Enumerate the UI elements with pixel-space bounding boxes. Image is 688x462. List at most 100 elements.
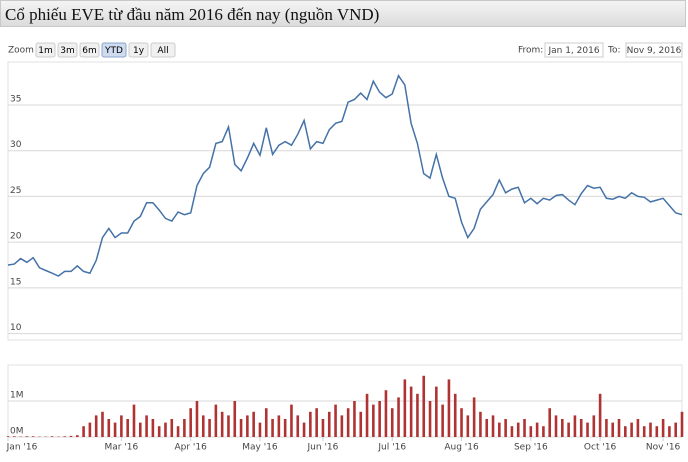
volume-bar [340, 415, 344, 437]
volume-bar [453, 393, 457, 437]
volume-bar [466, 415, 470, 437]
volume-bar [422, 375, 426, 437]
volume-bar [283, 419, 287, 437]
zoom-label: Zoom [8, 46, 34, 56]
volume-bar [561, 419, 564, 437]
button-label: 1m [38, 46, 53, 56]
from-input[interactable]: Jan 1, 2016 [544, 42, 604, 58]
volume-bar [372, 404, 375, 437]
volume-bar [25, 436, 29, 437]
volume-bar [271, 419, 274, 437]
x-tick-label: Oct '16 [584, 443, 617, 453]
zoom-button[interactable]: All [150, 42, 176, 58]
zoom-button[interactable]: 6m [79, 42, 100, 58]
from-label: From: [518, 46, 543, 56]
button-box [79, 42, 100, 58]
volume-bar [353, 401, 356, 437]
zoom-button[interactable]: 3m [57, 42, 78, 58]
volume-bar [290, 404, 293, 437]
volume-bar [409, 386, 413, 437]
volume-bar [617, 419, 621, 437]
button-label: 3m [60, 46, 75, 56]
volume-bar [183, 419, 186, 437]
volume-bar [661, 419, 665, 437]
volume-bar [435, 386, 438, 437]
volume-bar [579, 419, 583, 437]
volume-bar [504, 419, 507, 437]
input-box [544, 42, 604, 58]
y-tick-label: 1M [10, 391, 24, 401]
volume-bar [668, 426, 671, 437]
volume-bar [586, 422, 589, 437]
volume-bar [447, 379, 451, 437]
y-tick-label: 10 [10, 323, 22, 333]
volume-bar [441, 404, 444, 437]
input-box [625, 42, 683, 58]
volume-bar [542, 426, 545, 437]
price-line [7, 74, 683, 277]
volume-bar [605, 419, 608, 437]
volume-bar [94, 415, 98, 437]
volume-bar [642, 426, 646, 437]
volume-bar [649, 422, 652, 437]
button-box [57, 42, 78, 58]
volume-bar [365, 393, 369, 437]
volume-bar [321, 419, 325, 437]
y-tick-label: 20 [10, 232, 22, 242]
y-tick-label: 25 [10, 186, 21, 196]
y-tick-label: 35 [10, 94, 21, 104]
button-box [128, 42, 149, 58]
volume-bar [630, 422, 633, 437]
volume-bar [384, 390, 388, 437]
volume-bar [378, 401, 381, 437]
volume-bar [624, 426, 627, 437]
volume-bar [529, 426, 533, 437]
volume-bar [548, 408, 552, 437]
volume-bar [170, 419, 174, 437]
volume-bar [82, 426, 85, 437]
volume-bar [359, 411, 363, 437]
to-input[interactable]: Nov 9, 2016 [625, 42, 683, 58]
volume-bar [6, 436, 10, 437]
volume-bar [479, 411, 482, 437]
volume-bar [302, 422, 306, 437]
volume-bar [334, 404, 337, 437]
button-box [150, 42, 176, 58]
x-tick-label: Jan '16 [6, 443, 38, 453]
volume-bar [132, 404, 136, 437]
button-box [101, 42, 127, 58]
zoom-button[interactable]: 1m [35, 42, 56, 58]
button-label: YTD [104, 46, 123, 56]
volume-bar [416, 393, 419, 437]
volume-bar [151, 419, 155, 437]
input-text: Nov 9, 2016 [627, 46, 682, 56]
volume-bar [164, 422, 167, 437]
volume-bar [88, 422, 92, 437]
volume-bar [258, 422, 262, 437]
volume-bar [50, 436, 54, 437]
volume-bar [655, 426, 659, 437]
volume-bar [12, 436, 16, 437]
volume-bar [460, 408, 463, 437]
volume-bar [201, 415, 205, 437]
volume-bar [567, 422, 570, 437]
volume-bar [346, 408, 350, 437]
volume-bar [428, 401, 432, 437]
volume-bar [214, 404, 218, 437]
volume-bar [390, 408, 394, 437]
volume-bar [233, 401, 237, 437]
input-text: Jan 1, 2016 [547, 46, 599, 56]
zoom-button[interactable]: YTD [101, 42, 127, 58]
volume-bar [107, 419, 111, 437]
x-tick-label: Aug '16 [444, 443, 479, 453]
volume-bar [195, 401, 199, 437]
y-tick-label: 15 [10, 277, 21, 287]
volume-bar [611, 422, 615, 437]
volume-bar [573, 415, 577, 437]
volume-bar [485, 419, 489, 437]
volume-bar [208, 419, 211, 437]
zoom-button[interactable]: 1y [128, 42, 149, 58]
volume-bar [138, 422, 142, 437]
